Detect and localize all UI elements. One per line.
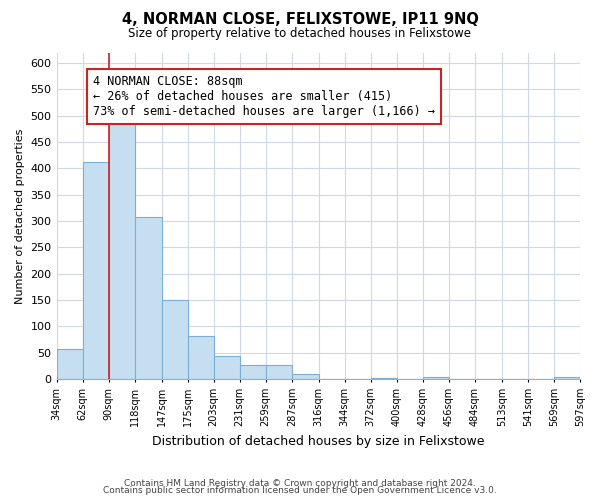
- Bar: [554, 376, 580, 379]
- Text: Contains public sector information licensed under the Open Government Licence v3: Contains public sector information licen…: [103, 486, 497, 495]
- Bar: [109, 118, 134, 379]
- Bar: [371, 378, 397, 379]
- Bar: [214, 356, 240, 379]
- X-axis label: Distribution of detached houses by size in Felixstowe: Distribution of detached houses by size …: [152, 434, 485, 448]
- Bar: [83, 162, 109, 379]
- Bar: [292, 374, 319, 379]
- Text: Size of property relative to detached houses in Felixstowe: Size of property relative to detached ho…: [128, 28, 472, 40]
- Y-axis label: Number of detached properties: Number of detached properties: [15, 128, 25, 304]
- Bar: [188, 336, 214, 379]
- Bar: [423, 376, 449, 379]
- Text: Contains HM Land Registry data © Crown copyright and database right 2024.: Contains HM Land Registry data © Crown c…: [124, 478, 476, 488]
- Bar: [134, 217, 161, 379]
- Text: 4 NORMAN CLOSE: 88sqm
← 26% of detached houses are smaller (415)
73% of semi-det: 4 NORMAN CLOSE: 88sqm ← 26% of detached …: [93, 76, 435, 118]
- Bar: [161, 300, 188, 379]
- Text: 4, NORMAN CLOSE, FELIXSTOWE, IP11 9NQ: 4, NORMAN CLOSE, FELIXSTOWE, IP11 9NQ: [122, 12, 478, 28]
- Bar: [56, 349, 83, 379]
- Bar: [266, 366, 292, 379]
- Bar: [240, 366, 266, 379]
